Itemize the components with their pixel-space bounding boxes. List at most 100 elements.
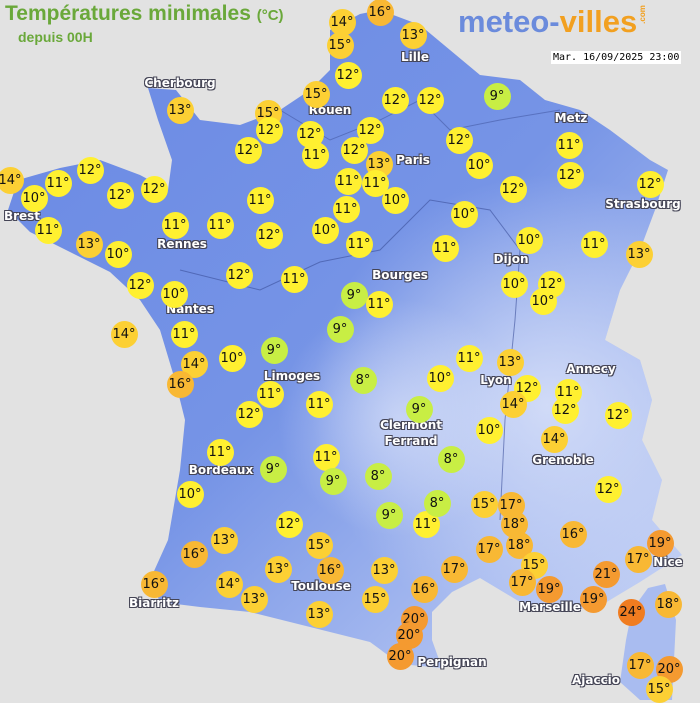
temperature-marker[interactable]: 8° <box>437 445 465 473</box>
temperature-marker[interactable]: 11° <box>305 390 333 418</box>
temperature-marker[interactable]: 24° <box>617 598 645 626</box>
temperature-marker[interactable]: 9° <box>405 395 433 423</box>
temperature-marker[interactable]: 15° <box>645 675 673 703</box>
temperature-marker[interactable]: 10° <box>465 151 493 179</box>
temperature-marker[interactable]: 12° <box>445 126 473 154</box>
temperature-marker[interactable]: 12° <box>225 261 253 289</box>
temperature-marker[interactable]: 12° <box>499 175 527 203</box>
temperature-marker[interactable]: 12° <box>636 170 664 198</box>
temperature-marker[interactable]: 12° <box>126 271 154 299</box>
temperature-marker[interactable]: 10° <box>160 280 188 308</box>
temperature-marker[interactable]: 11° <box>332 195 360 223</box>
temperature-marker[interactable]: 18° <box>505 531 533 559</box>
temperature-marker[interactable]: 11° <box>206 438 234 466</box>
temperature-marker[interactable]: 11° <box>455 344 483 372</box>
temperature-marker[interactable]: 10° <box>450 200 478 228</box>
temperature-marker[interactable]: 11° <box>44 169 72 197</box>
temperature-marker[interactable]: 17° <box>475 535 503 563</box>
temperature-marker[interactable]: 17° <box>624 545 652 573</box>
temperature-marker[interactable]: 11° <box>246 186 274 214</box>
temperature-marker[interactable]: 9° <box>483 82 511 110</box>
temperature-marker[interactable]: 10° <box>426 364 454 392</box>
temperature-marker[interactable]: 12° <box>604 401 632 429</box>
temperature-marker[interactable]: 14° <box>215 570 243 598</box>
temperature-marker[interactable]: 15° <box>361 585 389 613</box>
temperature-marker[interactable]: 16° <box>140 570 168 598</box>
temperature-marker[interactable]: 10° <box>475 416 503 444</box>
temperature-marker[interactable]: 17° <box>508 568 536 596</box>
temperature-marker[interactable]: 15° <box>520 551 548 579</box>
temperature-marker[interactable]: 12° <box>140 175 168 203</box>
temperature-marker[interactable]: 10° <box>381 186 409 214</box>
temperature-marker[interactable]: 20° <box>386 642 414 670</box>
temperature-marker[interactable]: 19° <box>579 585 607 613</box>
temperature-marker[interactable]: 11° <box>312 443 340 471</box>
temperature-marker[interactable]: 14° <box>499 390 527 418</box>
temperature-marker[interactable]: 9° <box>375 501 403 529</box>
temperature-marker[interactable]: 18° <box>654 590 682 618</box>
temperature-marker[interactable]: 13° <box>496 348 524 376</box>
temperature-marker[interactable]: 12° <box>340 136 368 164</box>
temperature-marker[interactable]: 13° <box>370 556 398 584</box>
temperature-marker[interactable]: 10° <box>311 216 339 244</box>
temperature-marker[interactable]: 11° <box>301 141 329 169</box>
temperature-marker[interactable]: 11° <box>161 211 189 239</box>
temperature-marker[interactable]: 12° <box>255 221 283 249</box>
temperature-marker[interactable]: 11° <box>34 216 62 244</box>
temperature-marker[interactable]: 12° <box>334 61 362 89</box>
temperature-marker[interactable]: 12° <box>381 86 409 114</box>
temperature-marker[interactable]: 16° <box>166 370 194 398</box>
temperature-marker[interactable]: 11° <box>170 320 198 348</box>
temperature-marker[interactable]: 9° <box>260 336 288 364</box>
temperature-marker[interactable]: 13° <box>210 526 238 554</box>
temperature-marker[interactable]: 9° <box>259 455 287 483</box>
temperature-marker[interactable]: 12° <box>356 116 384 144</box>
temperature-marker[interactable]: 12° <box>551 396 579 424</box>
temperature-marker[interactable]: 12° <box>594 475 622 503</box>
temperature-marker[interactable]: 11° <box>345 230 373 258</box>
temperature-marker[interactable]: 13° <box>305 600 333 628</box>
temperature-marker[interactable]: 12° <box>235 400 263 428</box>
temperature-marker[interactable]: 12° <box>106 181 134 209</box>
temperature-marker[interactable]: 15° <box>470 490 498 518</box>
temperature-marker[interactable]: 10° <box>104 240 132 268</box>
temperature-marker[interactable]: 10° <box>20 184 48 212</box>
temperature-marker[interactable]: 12° <box>416 86 444 114</box>
temperature-marker[interactable]: 11° <box>334 167 362 195</box>
temperature-marker[interactable]: 15° <box>326 31 354 59</box>
temperature-marker[interactable]: 14° <box>328 8 356 36</box>
temperature-marker[interactable]: 14° <box>110 320 138 348</box>
temperature-marker[interactable]: 11° <box>365 290 393 318</box>
temperature-marker[interactable]: 15° <box>305 531 333 559</box>
temperature-marker[interactable]: 16° <box>180 540 208 568</box>
temperature-marker[interactable]: 11° <box>256 380 284 408</box>
temperature-marker[interactable]: 10° <box>218 344 246 372</box>
temperature-marker[interactable]: 12° <box>76 156 104 184</box>
temperature-marker[interactable]: 21° <box>592 560 620 588</box>
temperature-marker[interactable]: 12° <box>275 510 303 538</box>
temperature-marker[interactable]: 13° <box>166 96 194 124</box>
temperature-marker[interactable]: 16° <box>316 556 344 584</box>
temperature-marker[interactable]: 12° <box>556 161 584 189</box>
temperature-marker[interactable]: 12° <box>234 136 262 164</box>
temperature-marker[interactable]: 17° <box>440 555 468 583</box>
temperature-marker[interactable]: 14° <box>180 350 208 378</box>
temperature-marker[interactable]: 13° <box>240 585 268 613</box>
temperature-marker[interactable]: 9° <box>340 281 368 309</box>
temperature-marker[interactable]: 13° <box>264 555 292 583</box>
temperature-marker[interactable]: 11° <box>206 211 234 239</box>
temperature-marker[interactable]: 16° <box>410 575 438 603</box>
temperature-marker[interactable]: 16° <box>559 520 587 548</box>
temperature-marker[interactable]: 8° <box>364 462 392 490</box>
meteo-villes-logo[interactable]: meteo-villes .com <box>458 4 646 40</box>
temperature-marker[interactable]: 19° <box>535 575 563 603</box>
temperature-marker[interactable]: 11° <box>280 265 308 293</box>
temperature-marker[interactable]: 8° <box>423 489 451 517</box>
temperature-marker[interactable]: 9° <box>319 467 347 495</box>
temperature-marker[interactable]: 19° <box>646 529 674 557</box>
temperature-marker[interactable]: 13° <box>399 21 427 49</box>
temperature-marker[interactable]: 10° <box>529 287 557 315</box>
temperature-marker[interactable]: 11° <box>555 131 583 159</box>
temperature-marker[interactable]: 11° <box>580 230 608 258</box>
temperature-marker[interactable]: 13° <box>625 240 653 268</box>
